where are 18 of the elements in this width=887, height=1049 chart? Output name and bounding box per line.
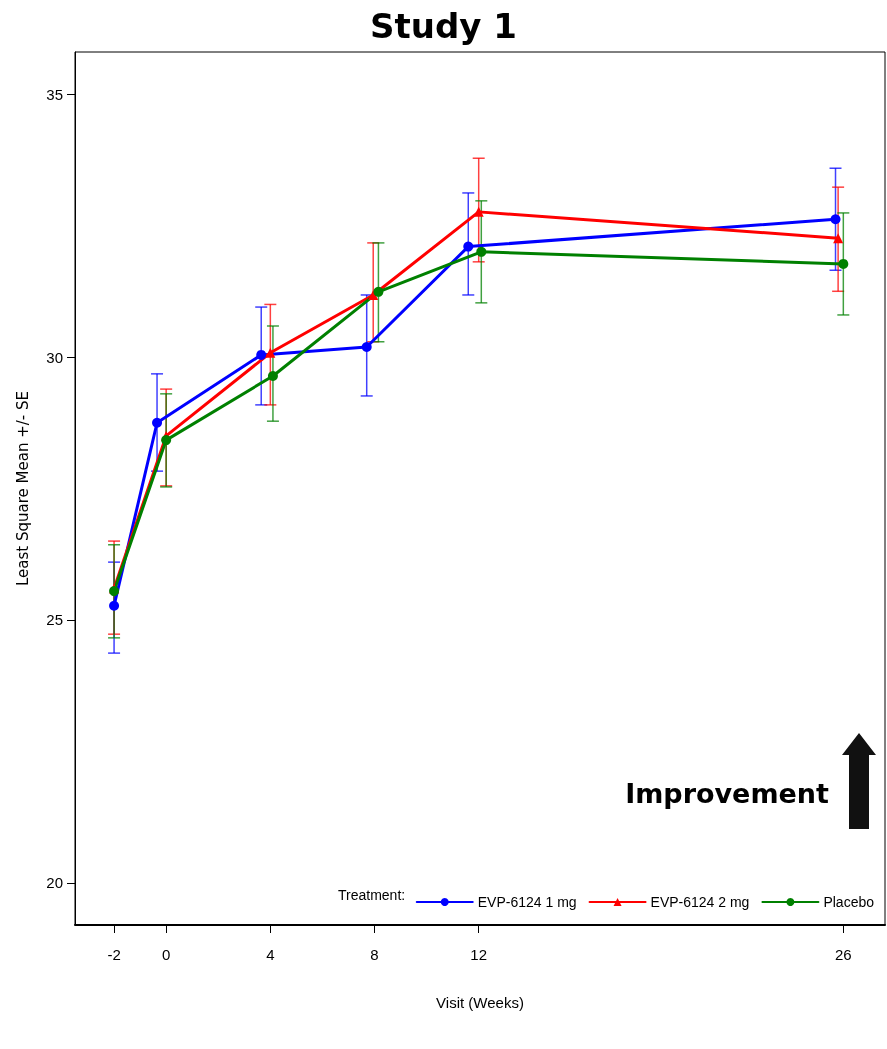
y-tick-label: 20	[46, 874, 63, 892]
x-axis-title: Visit (Weeks)	[436, 994, 524, 1011]
y-tick-label: 35	[46, 85, 63, 103]
x-tick-label: 8	[370, 946, 379, 963]
chart-title: Study 1	[370, 6, 517, 46]
x-tick-label: 0	[161, 946, 171, 963]
legend-label: Placebo	[823, 894, 875, 910]
y-tick-label: 30	[46, 348, 63, 366]
y-axis-title: Least Square Mean +/- SE	[13, 391, 32, 586]
x-tick-label: -2	[107, 946, 121, 963]
x-tick-label: 12	[470, 946, 488, 963]
annotation: Improvement	[625, 778, 830, 809]
legend-label: EVP-6124 1 mg	[477, 894, 577, 910]
y-tick-label: 25	[46, 611, 63, 629]
x-tick-label: 4	[266, 946, 275, 963]
legend-label: EVP-6124 2 mg	[650, 894, 750, 910]
x-tick-label: 26	[834, 946, 852, 963]
legend-title: Treatment:	[338, 887, 406, 903]
